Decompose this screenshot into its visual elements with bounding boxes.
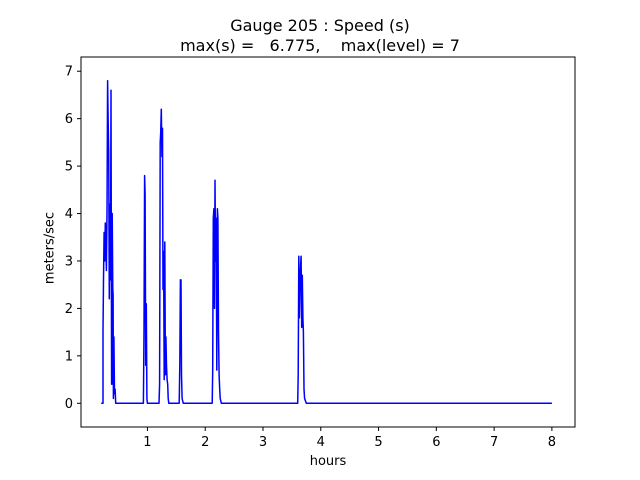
x-tick-label: 2	[201, 435, 209, 450]
y-tick-label: 6	[65, 112, 73, 127]
y-tick-label: 5	[65, 160, 73, 175]
speed-series-line	[101, 79, 552, 405]
x-axis-label: hours	[309, 454, 347, 469]
x-tick-label: 4	[317, 435, 325, 450]
y-tick-label: 1	[65, 349, 73, 364]
y-tick-label: 3	[65, 254, 73, 269]
plot-frame	[80, 56, 576, 428]
x-tick-label: 8	[548, 435, 556, 450]
x-tick-label: 5	[374, 435, 382, 450]
x-tick-label: 3	[259, 435, 267, 450]
y-tick-label: 2	[65, 302, 73, 317]
y-tick-label: 0	[65, 397, 73, 412]
x-tick-label: 1	[143, 435, 151, 450]
y-tick-label: 4	[65, 207, 73, 222]
x-tick-label: 7	[490, 435, 498, 450]
y-axis-label: meters/sec	[42, 211, 58, 285]
chart-subtitle: max(s) = 6.775, max(level) = 7	[180, 36, 460, 55]
x-tick-label: 6	[432, 435, 440, 450]
chart-title: Gauge 205 : Speed (s)	[230, 16, 410, 35]
y-tick-label: 7	[65, 65, 73, 80]
